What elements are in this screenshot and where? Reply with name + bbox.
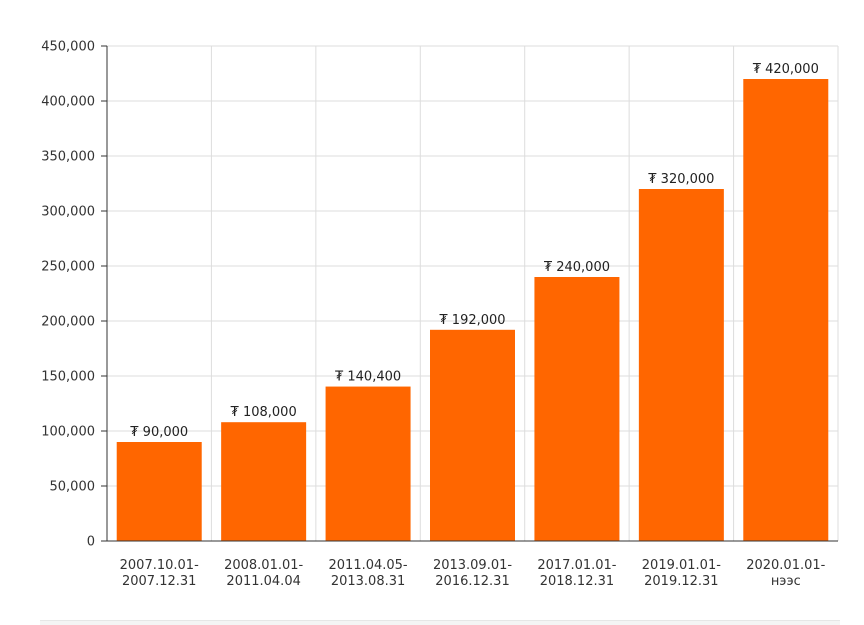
x-axis-category-labels: 2007.10.01-2007.12.312008.01.01-2011.04.… (120, 558, 826, 589)
x-category-label: 2008.01.01- (224, 558, 303, 573)
footer-panel (40, 620, 840, 625)
y-tick-label: 0 (87, 535, 95, 550)
x-category-label: 2019.01.01- (642, 558, 721, 573)
data-label: ₮ 90,000 (130, 425, 188, 440)
x-category-label: 2013.08.31 (331, 574, 405, 589)
data-label: ₮ 240,000 (544, 260, 610, 275)
bar (638, 189, 724, 541)
data-label: ₮ 420,000 (753, 62, 819, 77)
data-label: ₮ 108,000 (231, 405, 297, 420)
x-category-label: 2016.12.31 (435, 574, 509, 589)
y-tick-label: 250,000 (41, 260, 95, 275)
x-category-label: 2019.12.31 (644, 574, 718, 589)
bar (116, 442, 202, 541)
bars-group (116, 79, 829, 541)
x-category-label: 2017.01.01- (537, 558, 616, 573)
x-category-label: 2020.01.01- (746, 558, 825, 573)
y-tick-label: 200,000 (41, 315, 95, 330)
bar (430, 329, 515, 541)
y-tick-label: 400,000 (41, 95, 95, 110)
y-axis-tick-labels: 0 50,000 100,000 150,000 200,000 250,000 300,0… (41, 40, 95, 550)
y-tick-label: 100,000 (41, 425, 95, 440)
x-category-label: 2011.04.05- (329, 558, 408, 573)
x-category-label: нээс (771, 574, 801, 589)
y-tick-label: 350,000 (41, 150, 95, 165)
data-labels-group: ₮ 90,000 ₮ 108,000 ₮ 140,400 ₮ 192,000 ₮ 240… (130, 62, 819, 440)
data-label: ₮ 320,000 (648, 172, 714, 187)
bar (743, 79, 829, 541)
y-tick-label: 300,000 (41, 205, 95, 220)
bar (221, 422, 307, 541)
data-label: ₮ 192,000 (439, 313, 505, 328)
x-category-label: 2007.10.01- (120, 558, 199, 573)
y-tick-label: 50,000 (50, 480, 96, 495)
y-tick-label: 450,000 (41, 40, 95, 55)
y-tick-label: 150,000 (41, 370, 95, 385)
x-category-label: 2013.09.01- (433, 558, 512, 573)
grid-lines (107, 45, 839, 541)
x-category-label: 2007.12.31 (122, 574, 196, 589)
axes-group (101, 45, 838, 542)
bar (534, 277, 620, 541)
bar (325, 386, 411, 541)
x-category-label: 2018.12.31 (540, 574, 614, 589)
x-category-label: 2011.04.04 (226, 574, 300, 589)
data-label: ₮ 140,400 (335, 370, 401, 385)
